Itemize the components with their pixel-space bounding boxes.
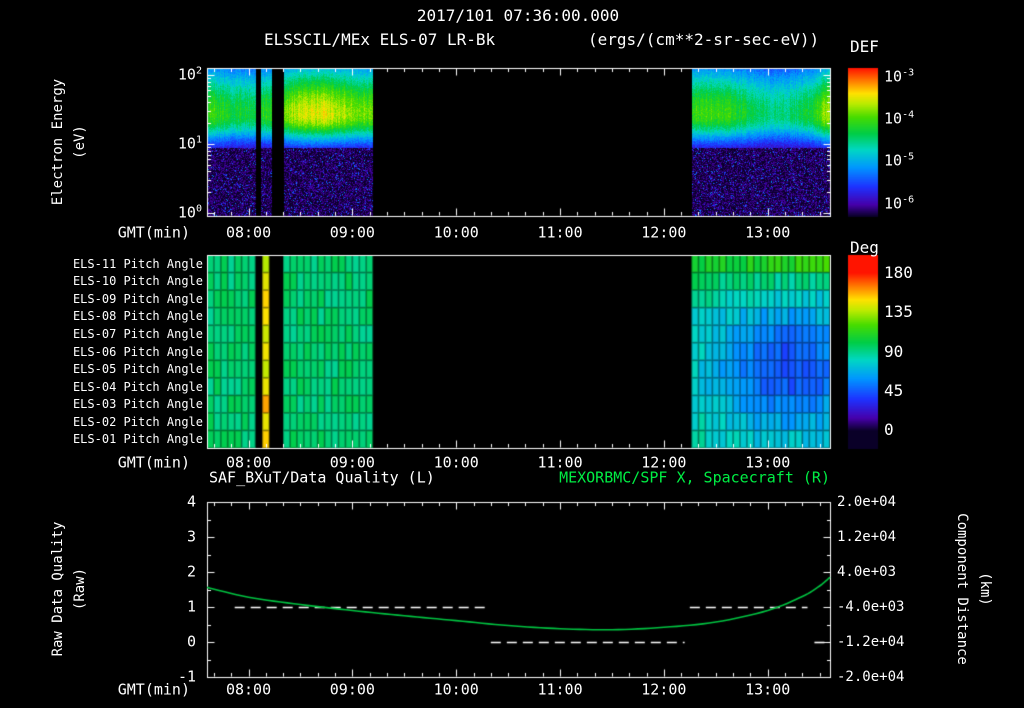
pitch-row-label: ELS-11 Pitch Angle: [72, 256, 203, 271]
distance-y-tick: 4.0e+03: [837, 564, 897, 580]
pitch-row-label: ELS-05 Pitch Angle: [72, 362, 203, 377]
distance-y-tick: -1.2e+04: [837, 634, 905, 650]
colorbar-deg-tick: 135: [884, 302, 913, 322]
x-axis-title: GMT(min): [117, 223, 190, 242]
x-tick-label: 08:00: [225, 453, 272, 472]
pitch-row-label: ELS-09 Pitch Angle: [72, 291, 203, 306]
spectrogram-y-label: Electron Energy: [50, 78, 66, 206]
pitch-row-label: ELS-03 Pitch Angle: [72, 397, 203, 412]
quality-y-tick: 2: [186, 562, 196, 581]
x-tick-label: 09:00: [329, 680, 375, 699]
x-tick-label: 12:00: [641, 680, 687, 699]
distance-y-tick: 1.2e+04: [837, 529, 897, 545]
x-tick-label: 08:00: [225, 223, 272, 242]
bottom-right-title: MEXORBMC/SPF X, Spacecraft (R): [559, 468, 830, 487]
x-tick-label: 12:00: [641, 223, 687, 242]
pitch-row-label: ELS-02 Pitch Angle: [72, 414, 203, 429]
x-tick-label: 09:00: [329, 223, 375, 242]
quality-y-units: (Raw): [72, 567, 88, 611]
distance-y-units: (km): [977, 572, 993, 606]
x-axis-title: GMT(min): [117, 680, 190, 699]
pitch-row-label: ELS-06 Pitch Angle: [72, 344, 203, 359]
pitch-row-label: ELS-07 Pitch Angle: [72, 326, 203, 341]
x-tick-label: 09:00: [329, 453, 375, 472]
distance-y-tick: -2.0e+04: [837, 669, 905, 685]
quality-y-tick: 3: [186, 527, 196, 546]
x-tick-label: 12:00: [641, 453, 687, 472]
page-title: 2017/101 07:36:00.000: [416, 6, 620, 25]
colorbar-deg-tick: 45: [884, 380, 904, 400]
bottom-left-title: SAF_BXuT/Data Quality (L): [209, 468, 435, 487]
quality-y-tick: 4: [186, 492, 196, 511]
colorbar-def-title: DEF: [850, 37, 879, 56]
colorbar-deg-tick: 180: [884, 262, 913, 282]
x-axis-title: GMT(min): [117, 453, 190, 472]
x-tick-label: 11:00: [537, 680, 583, 699]
x-tick-label: 10:00: [433, 453, 479, 472]
colorbar-def-tick: 10-3: [884, 67, 915, 86]
colorbar-def-tick: 10-6: [884, 194, 915, 213]
x-tick-label: 10:00: [433, 680, 479, 699]
x-tick-label: 11:00: [537, 223, 583, 242]
colorbar-def-tick: 10-5: [884, 151, 915, 170]
pitch-row-label: ELS-08 Pitch Angle: [72, 309, 203, 324]
pitch-row-label: ELS-01 Pitch Angle: [72, 432, 203, 447]
quality-y-tick: 0: [186, 632, 196, 651]
colorbar-deg-tick: 0: [884, 420, 894, 440]
colorbar-deg-tick: 90: [884, 341, 904, 361]
x-tick-label: 11:00: [537, 453, 583, 472]
colorbar-deg-title: Deg: [850, 238, 879, 257]
pitch-row-label: ELS-10 Pitch Angle: [72, 274, 203, 289]
spectrogram-y-tick: 102: [177, 65, 202, 84]
distance-y-label: Component Distance: [954, 513, 970, 665]
spectrogram-y-tick: 101: [177, 134, 202, 153]
x-tick-label: 13:00: [745, 680, 791, 699]
spectrogram-y-tick: 100: [177, 203, 202, 222]
distance-y-tick: 2.0e+04: [837, 494, 897, 510]
spectrogram-y-units: (eV): [72, 125, 88, 159]
units-label: (ergs/(cm**2-sr-sec-eV)): [588, 30, 820, 49]
quality-y-tick: 1: [186, 597, 196, 616]
pitch-row-label: ELS-04 Pitch Angle: [72, 379, 203, 394]
distance-y-tick: -4.0e+03: [837, 599, 905, 615]
x-tick-label: 10:00: [433, 223, 479, 242]
instrument-label: ELSSCIL/MEx ELS-07 LR-Bk: [264, 30, 496, 49]
colorbar-def-tick: 10-4: [884, 109, 915, 128]
x-tick-label: 13:00: [745, 453, 791, 472]
x-tick-label: 08:00: [225, 680, 272, 699]
x-tick-label: 13:00: [745, 223, 791, 242]
quality-y-label: Raw Data Quality: [50, 521, 66, 657]
quality-y-tick: -1: [177, 667, 196, 686]
